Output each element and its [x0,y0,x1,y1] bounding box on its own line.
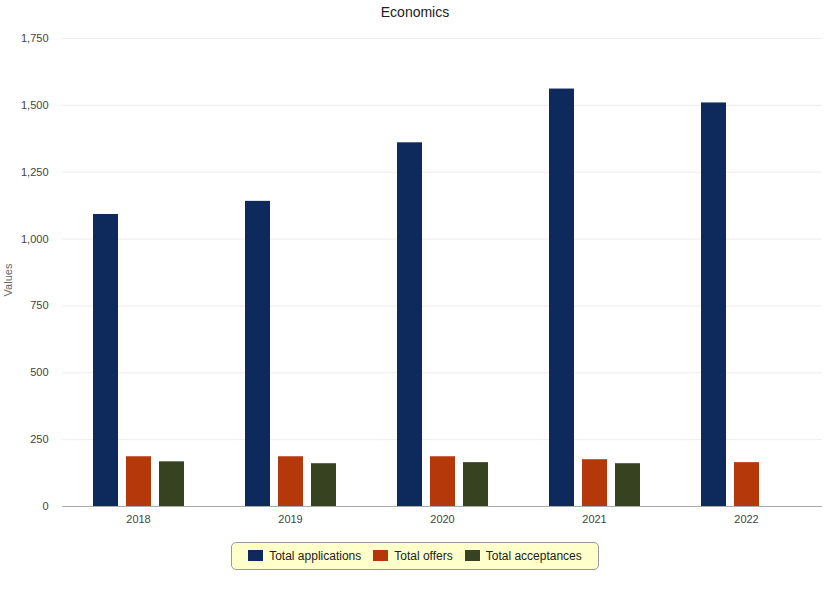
html-text:Values: Values [2,263,15,297]
svg-text:1,000: 1,000 [21,233,49,245]
svg-text:1,750: 1,750 [21,32,49,44]
svg-text:250: 250 [30,433,48,445]
html-text:Total offers: Total offers [394,549,453,563]
svg-text:2019: 2019 [278,513,302,525]
svg-text:1,500: 1,500 [21,99,49,111]
svg-text:2018: 2018 [126,513,150,525]
html-text:Total acceptances: Total acceptances [485,549,582,563]
html-text:Economics: Economics [380,4,450,20]
svg-text:500: 500 [30,366,48,378]
svg-text:2022: 2022 [734,513,758,525]
svg-text:1,250: 1,250 [21,166,49,178]
svg-text:0: 0 [42,500,48,512]
html-text:Total applications: Total applications [269,549,362,563]
svg-text:750: 750 [30,299,48,311]
svg-text:2021: 2021 [582,513,606,525]
svg-text:2020: 2020 [430,513,454,525]
